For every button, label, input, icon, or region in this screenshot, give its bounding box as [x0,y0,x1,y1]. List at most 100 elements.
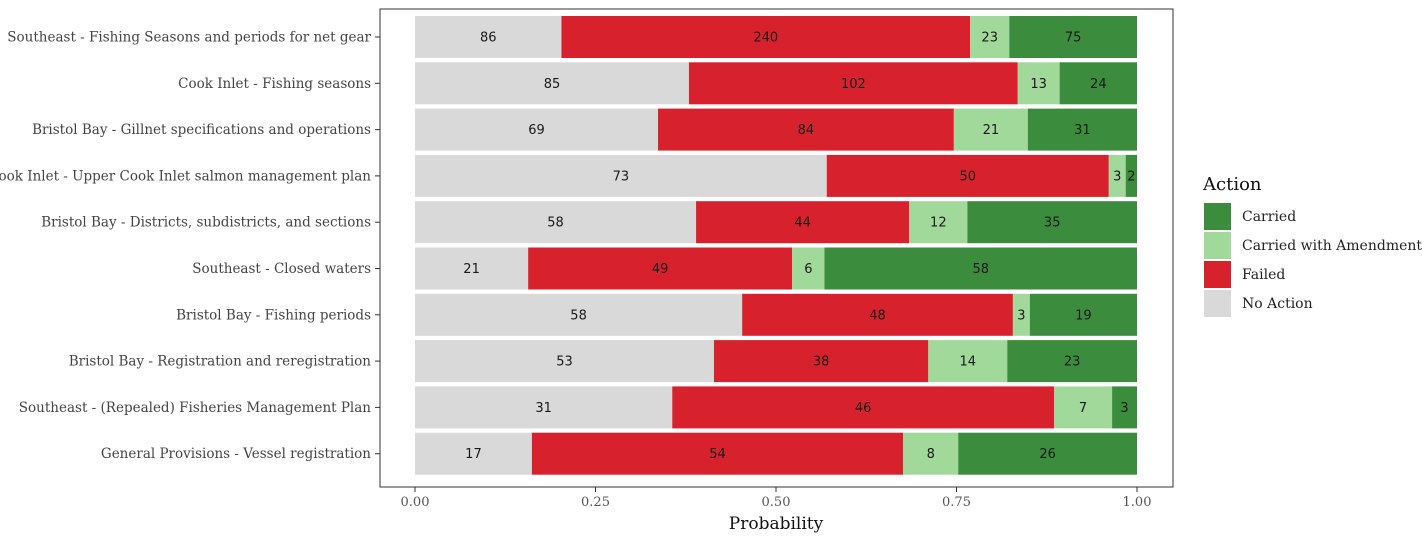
bar-segment [826,154,1109,197]
segment-value-label: 17 [465,447,482,462]
segment-value-label: 6 [804,262,812,277]
bar-segment [953,108,1028,151]
category-label: Bristol Bay - Districts, subdistricts, a… [41,215,371,231]
segment-value-label: 3 [1113,169,1121,184]
bar-segment [1012,293,1030,336]
category-label: Cook Inlet - Upper Cook Inlet salmon man… [0,168,371,184]
segment-value-label: 31 [535,401,552,416]
bar-segment [415,62,689,105]
bar-segment [1125,154,1137,197]
segment-value-label: 38 [813,355,830,370]
legend-label: No Action [1242,296,1313,312]
bar-segment [415,386,673,429]
category-label: General Provisions - Vessel registration [101,446,371,462]
bar-segment [415,16,562,58]
category-label: Southeast - (Repealed) Fisheries Managem… [19,400,372,416]
x-axis-title: Probability [729,514,824,534]
bar-segment [970,16,1010,58]
bar-segment [1112,386,1137,429]
bar-segment [1029,293,1137,336]
segment-value-label: 53 [556,355,573,370]
segment-value-label: 102 [841,77,866,92]
segment-value-label: 84 [798,123,815,138]
legend-swatch [1204,290,1231,317]
segment-value-label: 35 [1044,216,1061,231]
category-label: Bristol Bay - Gillnet specifications and… [32,122,371,138]
bar-segment [688,62,1018,105]
segment-value-label: 31 [1074,123,1091,138]
bar-segment [415,247,529,290]
bar-segment [1007,340,1137,383]
legend-swatch [1204,203,1231,230]
x-tick-label: 0.00 [401,495,430,510]
bar-segment [792,247,825,290]
bar-segment [696,201,910,244]
segment-value-label: 49 [652,262,669,277]
segment-value-label: 86 [480,31,497,46]
x-tick-label: 0.75 [942,495,971,510]
segment-value-label: 48 [869,308,886,323]
segment-value-label: 24 [1090,77,1107,92]
segment-value-label: 7 [1079,401,1087,416]
bar-segment [958,432,1137,475]
segment-value-label: 19 [1075,308,1092,323]
segment-value-label: 23 [981,31,998,46]
segment-value-label: 46 [855,401,872,416]
bar-segment [1017,62,1060,105]
segment-value-label: 50 [960,169,977,184]
bar-segment [1009,16,1137,58]
bar-segment [415,293,743,336]
category-axis: Southeast - Fishing Seasons and periods … [0,30,380,462]
bar-segment [928,340,1008,383]
segment-value-label: 75 [1065,31,1082,46]
bars-layer [415,16,1137,475]
category-label: Southeast - Fishing Seasons and periods … [7,30,371,46]
bar-segment [742,293,1013,336]
plot-panel-border [379,8,1174,488]
category-label: Southeast - Closed waters [192,261,371,277]
x-axis: 0.00 0.25 0.50 0.75 1.00 [401,487,1151,510]
segment-value-label: 85 [544,77,561,92]
category-label: Cook Inlet - Fishing seasons [178,76,371,92]
segment-value-label: 58 [570,308,587,323]
bar-segment [713,340,929,383]
segment-value-label: 58 [972,262,989,277]
bar-segment [1108,154,1126,197]
bar-segment [903,432,959,475]
x-tick-label: 0.25 [581,495,610,510]
bar-segment [672,386,1055,429]
legend-swatch [1204,232,1231,259]
bar-segment [415,432,532,475]
segment-value-label: 14 [960,355,977,370]
legend-swatch [1204,261,1231,288]
segment-value-label: 8 [927,447,935,462]
bar-segment [415,108,659,151]
segment-value-label: 3 [1017,308,1025,323]
bar-segment [415,154,827,197]
segment-value-label: 69 [528,123,545,138]
bar-segment [1054,386,1113,429]
bar-segment [528,247,793,290]
bar-segment [1027,108,1137,151]
bar-segment [967,201,1137,244]
segment-value-label: 13 [1030,77,1047,92]
bar-segment [561,16,971,58]
segment-value-label: 23 [1064,355,1081,370]
legend: Action Carried Carried with Amendment Fail… [1202,174,1422,317]
segment-value-label: 2 [1127,169,1135,184]
bar-segment [909,201,968,244]
segment-value-label: 21 [463,262,480,277]
legend-label: Carried with Amendment [1242,238,1422,254]
segment-value-label: 44 [794,216,811,231]
segment-value-label: 58 [547,216,564,231]
legend-label: Carried [1242,209,1296,225]
bar-segment [415,201,697,244]
segment-value-label: 73 [613,169,630,184]
legend-title: Action [1202,174,1262,195]
category-label: Bristol Bay - Fishing periods [176,307,371,323]
category-label: Bristol Bay - Registration and reregistr… [69,354,372,370]
x-tick-label: 0.50 [762,495,791,510]
bar-segment [1059,62,1137,105]
segment-value-label: 3 [1120,401,1128,416]
